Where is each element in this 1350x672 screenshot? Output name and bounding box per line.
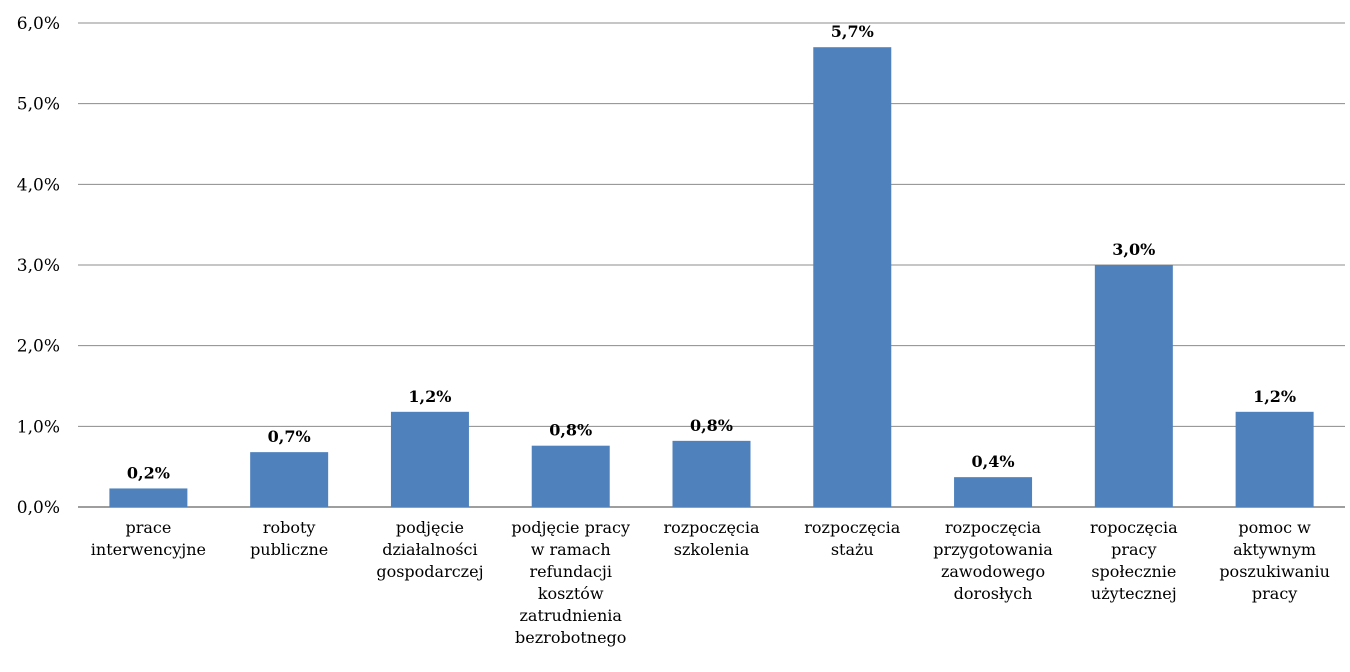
x-tick-label: kosztów — [538, 584, 604, 603]
x-tick-label: publiczne — [250, 540, 328, 559]
y-tick-label: 2,0% — [17, 337, 60, 357]
data-label: 0,4% — [972, 452, 1015, 471]
bar — [390, 411, 469, 507]
x-tick-label: rozpoczęcia — [663, 518, 760, 537]
data-label: 0,2% — [127, 463, 170, 482]
x-tick-label: gospodarczej — [376, 562, 483, 581]
bars — [109, 47, 1314, 507]
bar — [813, 47, 892, 507]
x-tick-label: ropoczęcia — [1090, 518, 1178, 537]
data-label: 1,2% — [408, 387, 451, 406]
y-tick-label: 1,0% — [17, 417, 60, 437]
bar — [531, 445, 610, 507]
y-tick-label: 5,0% — [17, 95, 60, 115]
bar — [672, 440, 751, 507]
bar — [1094, 265, 1173, 507]
data-label: 0,8% — [690, 416, 733, 435]
bar — [109, 488, 188, 507]
x-tick-label: prace — [125, 518, 171, 537]
x-tick-label: użytecznej — [1091, 584, 1177, 603]
x-tick-label: roboty — [263, 518, 316, 537]
x-tick-label: szkolenia — [674, 540, 750, 559]
y-axis-ticks: 0,0% 1,0% 2,0% 3,0% 4,0% 5,0% 6,0% — [17, 14, 60, 518]
x-tick-label: rozpoczęcia — [804, 518, 901, 537]
x-tick-label: pracy — [1252, 584, 1297, 603]
x-tick-label: rozpoczęcia — [945, 518, 1042, 537]
x-tick-label: pracy — [1111, 540, 1156, 559]
x-tick-label: pomoc w — [1238, 518, 1311, 537]
data-label: 3,0% — [1112, 240, 1155, 259]
y-tick-label: 0,0% — [17, 498, 60, 518]
data-label: 0,8% — [549, 421, 592, 440]
y-tick-label: 6,0% — [17, 14, 60, 34]
x-axis-labels: prace interwencyjne roboty publiczne podjęci… — [91, 518, 1330, 647]
x-tick-label: interwencyjne — [91, 540, 206, 559]
x-tick-label: w ramach — [531, 540, 611, 559]
x-tick-label: stażu — [831, 540, 874, 559]
x-tick-label: refundacji — [529, 562, 611, 581]
x-tick-label: podjęcie — [396, 518, 464, 537]
y-tick-label: 3,0% — [17, 256, 60, 276]
x-tick-label: bezrobotnego — [515, 628, 626, 647]
x-tick-label: zawodowego — [941, 562, 1045, 581]
x-tick-label: zatrudnienia — [519, 606, 622, 625]
y-tick-label: 4,0% — [17, 175, 60, 195]
x-tick-label: aktywnym — [1233, 540, 1316, 559]
data-label: 5,7% — [831, 22, 874, 41]
x-tick-label: społecznie — [1091, 562, 1176, 581]
bar — [954, 477, 1033, 507]
x-tick-label: przygotowania — [933, 540, 1053, 559]
x-tick-label: działalności — [382, 540, 477, 559]
data-label: 1,2% — [1253, 387, 1296, 406]
bar — [250, 452, 329, 507]
gridlines — [78, 22, 1345, 508]
data-label: 0,7% — [268, 427, 311, 446]
x-tick-label: podjęcie pracy — [511, 518, 630, 537]
bar — [1235, 411, 1314, 507]
x-tick-label: dorosłych — [954, 584, 1033, 603]
x-tick-label: poszukiwaniu — [1219, 562, 1330, 581]
data-labels: 0,2% 0,7% 1,2% 0,8% 0,8% 5,7% 0,4% 3,0% 1,2% — [127, 22, 1296, 482]
